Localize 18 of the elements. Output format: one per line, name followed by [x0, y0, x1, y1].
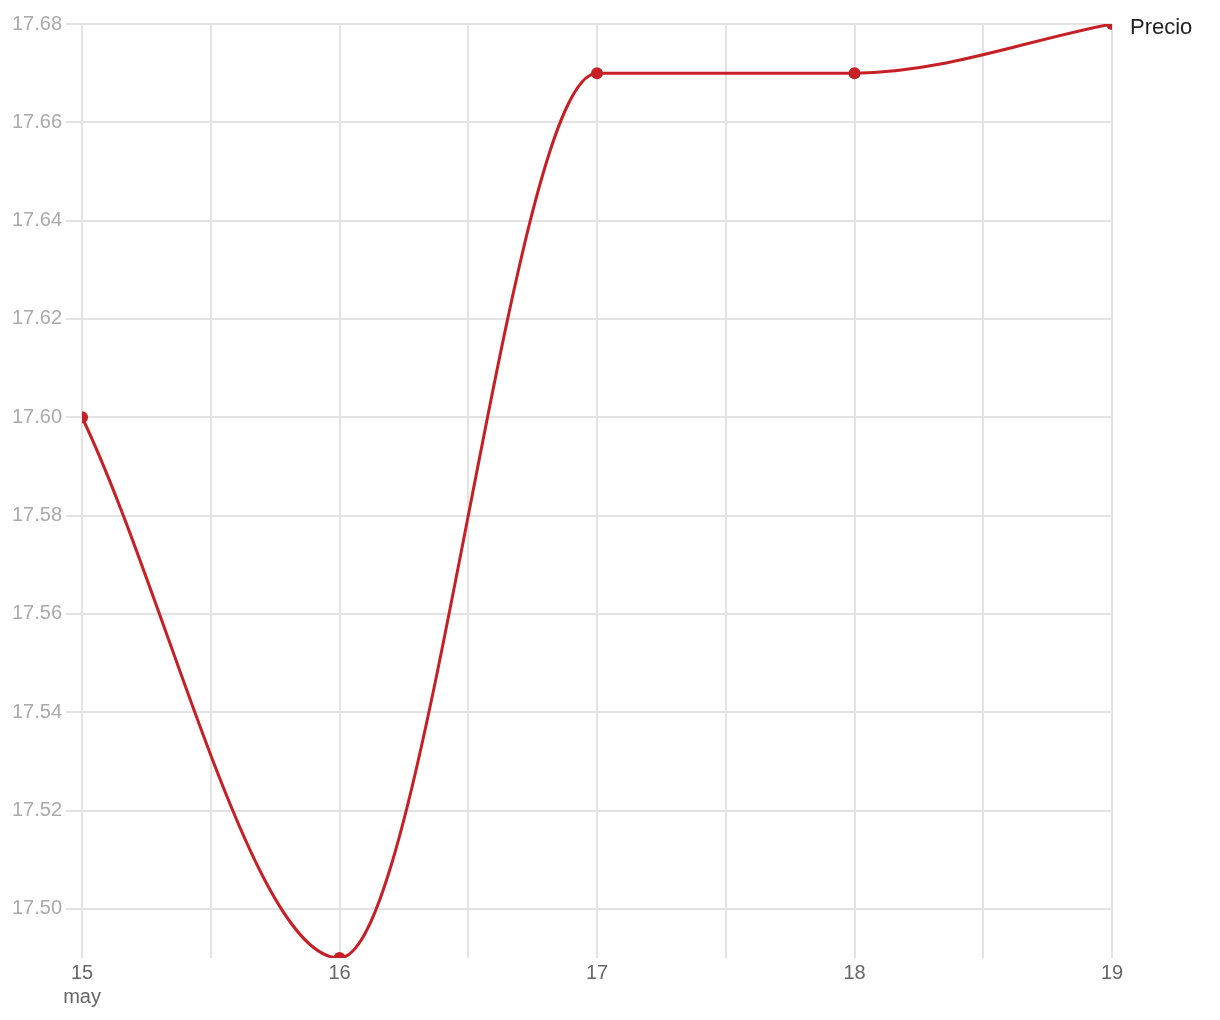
y-tick-label: 17.64: [11, 208, 63, 231]
x-tick-label: 18: [843, 960, 866, 983]
y-tick-label: 17.68: [11, 11, 63, 34]
y-tick-label: 17.60: [11, 404, 63, 427]
y-tick-label: 17.54: [11, 699, 63, 722]
y-tick-label: 17.52: [11, 798, 63, 821]
y-tick-label: 17.66: [11, 109, 63, 132]
x-tick-label: 15 may: [63, 960, 101, 1007]
point: [591, 67, 604, 80]
point: [848, 67, 861, 80]
y-tick-label: 17.50: [11, 896, 63, 919]
y-tick-label: 17.56: [11, 601, 63, 624]
series-label: Precio: [1130, 14, 1193, 40]
x-tick-label: 19: [1100, 960, 1124, 983]
y-tick-label: 17.58: [11, 503, 63, 526]
x-tick-label: 17: [585, 960, 609, 983]
y-tick-label: 17.62: [11, 306, 63, 329]
x-tick-label: 16: [328, 960, 351, 983]
